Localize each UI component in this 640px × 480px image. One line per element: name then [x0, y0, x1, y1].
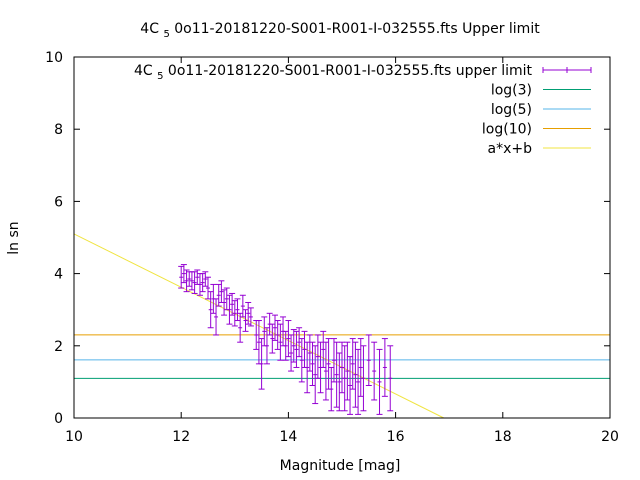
- legend-label: log(10): [482, 122, 532, 138]
- data-point: [298, 338, 305, 383]
- y-tick-label: 10: [45, 50, 63, 66]
- data-point: [258, 338, 265, 390]
- data-point: [237, 312, 244, 343]
- data-point: [269, 323, 276, 354]
- data-point: [205, 276, 211, 300]
- legend-label: a*x+b: [488, 141, 533, 157]
- data-point: [312, 345, 319, 405]
- x-axis-label: Magnitude [mag]: [280, 458, 401, 474]
- data-point: [282, 330, 289, 361]
- data-point: [277, 323, 284, 361]
- plot-frame: [73, 56, 611, 419]
- y-tick-label: 2: [54, 339, 63, 355]
- data-point: [381, 338, 388, 397]
- data-point: [191, 271, 198, 294]
- data-point: [178, 265, 185, 289]
- data-point: [207, 291, 214, 329]
- x-tick-label: 20: [601, 429, 619, 445]
- data-point: [328, 366, 335, 412]
- data-point: [199, 273, 206, 293]
- data-point: [183, 269, 190, 293]
- y-tick-label: 6: [54, 194, 63, 210]
- legend-entry: 4C 5 0o11-20181220-S001-R001-I-032555.ft…: [134, 63, 592, 82]
- data-point: [242, 309, 249, 332]
- legend-entry: a*x+b: [488, 141, 591, 157]
- data-point: [272, 314, 278, 341]
- y-tick-label: 0: [54, 411, 63, 427]
- data-point: [234, 298, 241, 322]
- x-axis-ticks: 10 12 14 16 18 20: [65, 57, 619, 445]
- data-point: [349, 338, 356, 390]
- legend-entry: log(10): [482, 122, 591, 138]
- chart-title: 4C 5 0o11-20181220-S001-R001-I-032555.ft…: [140, 21, 540, 40]
- legend-label: log(5): [491, 102, 532, 118]
- data-point: [344, 341, 351, 401]
- data-point: [261, 316, 268, 347]
- data-point: [339, 341, 345, 394]
- data-point: [387, 345, 394, 412]
- data-point: [285, 320, 292, 358]
- data-point: [296, 327, 303, 358]
- y-tick-label: 4: [54, 267, 63, 283]
- data-point: [304, 341, 311, 394]
- data-point: [226, 294, 233, 325]
- x-tick-label: 14: [279, 429, 297, 445]
- data-point: [247, 307, 254, 327]
- x-tick-label: 16: [387, 429, 405, 445]
- data-point: [376, 348, 383, 415]
- x-tick-label: 10: [65, 429, 83, 445]
- legend: 4C 5 0o11-20181220-S001-R001-I-032555.ft…: [134, 63, 592, 157]
- legend-entry: log(5): [491, 102, 591, 118]
- legend-label: log(3): [491, 83, 532, 99]
- data-point: [245, 301, 252, 325]
- data-points: [178, 264, 394, 415]
- data-point: [325, 338, 332, 390]
- data-point: [306, 334, 313, 372]
- data-point: [188, 271, 195, 291]
- data-point: [322, 341, 329, 401]
- data-point: [263, 327, 270, 365]
- y-axis-ticks: 0 2 4 6 8 10: [45, 50, 610, 427]
- data-point: [180, 264, 187, 284]
- data-point: [336, 352, 343, 412]
- data-point: [293, 330, 300, 368]
- data-point: [352, 341, 359, 408]
- data-point: [274, 320, 281, 350]
- data-point: [333, 341, 340, 408]
- x-tick-label: 12: [172, 429, 190, 445]
- data-point: [330, 338, 337, 383]
- x-tick-label: 18: [494, 429, 512, 445]
- data-point: [360, 345, 367, 412]
- data-point: [347, 356, 354, 415]
- data-point: [231, 300, 238, 327]
- data-point: [213, 298, 220, 336]
- data-point: [355, 348, 362, 415]
- data-point: [290, 329, 297, 363]
- data-point: [229, 292, 236, 316]
- data-point: [239, 294, 246, 318]
- data-point: [365, 334, 372, 387]
- data-point: [357, 338, 364, 397]
- y-axis-label: ln sn: [6, 221, 22, 254]
- legend-entry: log(3): [491, 83, 591, 99]
- data-point: [202, 271, 209, 287]
- data-point: [320, 330, 327, 368]
- data-point: [371, 341, 378, 401]
- y-tick-label: 8: [54, 122, 63, 138]
- data-point: [309, 341, 316, 387]
- data-point: [223, 287, 230, 311]
- data-point: [221, 289, 228, 316]
- data-point: [288, 334, 295, 372]
- legend-label: 4C 5 0o11-20181220-S001-R001-I-032555.ft…: [134, 63, 533, 82]
- data-point: [186, 271, 193, 287]
